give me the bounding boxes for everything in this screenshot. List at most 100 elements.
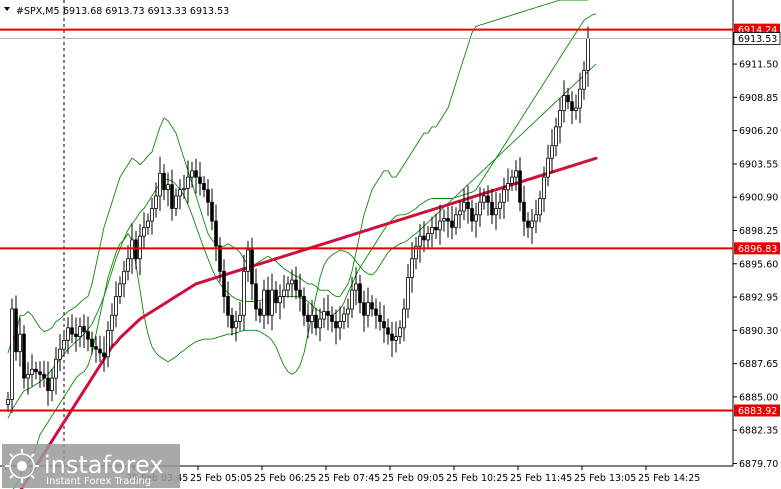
candle (498, 193, 502, 220)
candle (570, 91, 574, 125)
candle (70, 314, 74, 344)
candle (82, 314, 86, 349)
x-tick-label: 25 Feb 05:05 (190, 473, 252, 484)
candle (234, 311, 238, 342)
candle (182, 174, 186, 199)
triangle-down-icon (4, 7, 10, 11)
price-level-label: 6883.92 (738, 406, 777, 417)
candle (450, 205, 454, 240)
candle (290, 269, 294, 298)
candle (298, 273, 302, 312)
x-tick-label: 25 Feb 14:25 (638, 473, 700, 484)
candle (210, 188, 214, 231)
moving-average (19, 156, 598, 489)
candle (454, 207, 458, 235)
candle (58, 334, 62, 372)
y-tick-label: 6906.20 (739, 126, 778, 137)
candle (422, 221, 426, 252)
candle (10, 298, 14, 413)
candle (74, 317, 78, 352)
candle (190, 161, 194, 188)
candle (574, 94, 578, 120)
candle (382, 304, 386, 343)
candle (46, 361, 50, 406)
candle (562, 80, 566, 123)
moving-average-line (19, 156, 598, 489)
x-tick-label: 25 Feb 06:25 (254, 473, 316, 484)
candle (274, 281, 278, 314)
candle (102, 336, 106, 372)
candle (122, 260, 126, 298)
candle (378, 301, 382, 331)
candle (54, 347, 58, 395)
candle (502, 177, 506, 219)
candle (266, 276, 270, 325)
candle (430, 216, 434, 248)
candle (110, 303, 114, 347)
y-tick-label: 6890.30 (739, 326, 778, 337)
y-tick-label: 6903.55 (739, 159, 778, 170)
candle (114, 281, 118, 328)
candle (546, 144, 550, 187)
candle (438, 204, 442, 245)
y-tick-label: 6879.70 (739, 459, 778, 470)
candle (398, 320, 402, 345)
candle (194, 158, 198, 194)
candle (390, 322, 394, 357)
candle (230, 307, 234, 336)
candle (490, 188, 494, 224)
candle (526, 212, 530, 238)
candle (458, 200, 462, 229)
candle (318, 308, 322, 342)
candle (550, 129, 554, 174)
candle (474, 202, 478, 238)
candle (322, 297, 326, 329)
candle (174, 188, 178, 217)
candle (354, 267, 358, 306)
candle (326, 294, 330, 331)
candle (346, 298, 350, 328)
current-price-label: 6913.53 (738, 34, 777, 45)
candle (374, 298, 378, 329)
candle (222, 259, 226, 314)
candle (370, 295, 374, 317)
candle (362, 290, 366, 332)
bollinger-bands (7, 0, 597, 489)
candle (98, 335, 102, 362)
price-level-tag (734, 242, 780, 255)
candle (150, 197, 154, 235)
candle (434, 213, 438, 239)
candle (198, 162, 202, 196)
candle (350, 276, 354, 319)
candle (218, 237, 222, 282)
candle (62, 332, 66, 357)
candle (366, 287, 370, 328)
horizontal-levels[interactable]: 6914.24 6896.83 6883.92 6913.53 (0, 23, 781, 417)
candle (26, 362, 30, 395)
candle (514, 160, 518, 191)
candle (14, 295, 18, 361)
y-tick-label: 6892.95 (739, 293, 778, 304)
x-tick-label: 25 Feb 10:25 (446, 473, 508, 484)
candle (126, 245, 130, 281)
candle (214, 204, 218, 262)
candles (6, 26, 590, 413)
candle (162, 164, 166, 201)
candle (470, 199, 474, 232)
y-tick-label: 6882.35 (739, 426, 778, 437)
candle (202, 175, 206, 198)
candle (510, 169, 514, 191)
candle (582, 61, 586, 100)
price-axis[interactable]: 6911.50 6908.85 6906.20 6903.55 6900.90 6898.… (733, 60, 778, 470)
candle (410, 242, 414, 293)
candle (294, 266, 298, 300)
candle (554, 117, 558, 157)
candle (34, 361, 38, 380)
candle (418, 224, 422, 263)
candle (306, 303, 310, 339)
y-tick-label: 6885.00 (739, 392, 778, 403)
candle (278, 284, 282, 320)
candle (78, 317, 82, 348)
candle (6, 391, 10, 412)
